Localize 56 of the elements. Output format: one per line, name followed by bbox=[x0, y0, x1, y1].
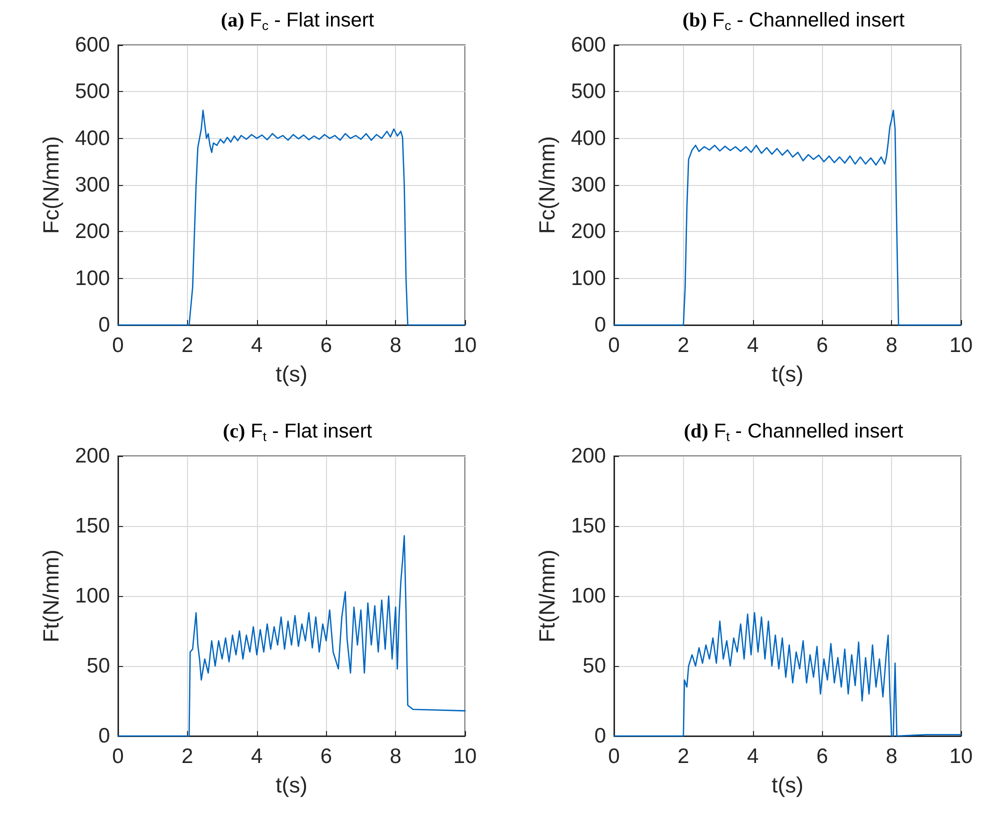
y-tick-label: 400 bbox=[74, 126, 110, 150]
x-tick-label: 8 bbox=[390, 334, 402, 357]
x-tick-label: 2 bbox=[678, 745, 690, 768]
y-tick-label: 0 bbox=[594, 724, 606, 748]
x-tick-label: 4 bbox=[250, 334, 263, 357]
x-tick-label: 4 bbox=[746, 745, 759, 768]
y-tick-label: 50 bbox=[582, 654, 606, 678]
x-tick-label: 0 bbox=[112, 334, 124, 357]
x-tick-label: 8 bbox=[886, 745, 898, 768]
x-axis-title: t(s) bbox=[276, 772, 308, 798]
y-tick-label: 200 bbox=[74, 444, 110, 468]
y-axis-title: Ft(N/mm) bbox=[38, 550, 64, 642]
x-tick-label: 10 bbox=[453, 745, 477, 768]
y-tick-label: 500 bbox=[74, 80, 110, 104]
x-tick-label: 8 bbox=[390, 745, 402, 768]
y-tick-label: 0 bbox=[594, 314, 606, 336]
y-axis-title: Ft(N/mm) bbox=[534, 550, 560, 642]
y-tick-label: 600 bbox=[74, 34, 110, 56]
x-tick-label: 0 bbox=[608, 334, 620, 357]
x-axis-title: t(s) bbox=[276, 362, 308, 386]
y-tick-label: 150 bbox=[570, 514, 606, 538]
x-tick-label: 8 bbox=[886, 334, 898, 357]
y-tick-label: 100 bbox=[74, 266, 110, 290]
y-axis-title: Fc(N/mm) bbox=[534, 136, 560, 234]
x-tick-label: 2 bbox=[678, 334, 690, 357]
y-tick-label: 300 bbox=[74, 174, 110, 196]
y-tick-label: 300 bbox=[570, 174, 606, 196]
x-axis-title: t(s) bbox=[772, 772, 804, 798]
y-tick-label: 200 bbox=[570, 444, 606, 468]
x-tick-label: 0 bbox=[608, 745, 620, 768]
y-tick-label: 100 bbox=[570, 266, 606, 290]
y-axis-title: Fc(N/mm) bbox=[38, 136, 64, 234]
y-tick-label: 150 bbox=[74, 514, 110, 538]
y-tick-label: 400 bbox=[570, 126, 606, 150]
y-tick-label: 100 bbox=[74, 584, 110, 608]
y-tick-label: 600 bbox=[570, 34, 606, 56]
x-tick-label: 4 bbox=[746, 334, 759, 357]
x-tick-label: 4 bbox=[250, 745, 263, 768]
y-tick-label: 0 bbox=[98, 314, 110, 336]
x-tick-label: 2 bbox=[182, 745, 194, 768]
y-tick-label: 200 bbox=[74, 220, 110, 244]
x-tick-label: 6 bbox=[320, 334, 332, 357]
x-tick-label: 10 bbox=[949, 745, 973, 768]
y-tick-label: 500 bbox=[570, 80, 606, 104]
x-tick-label: 2 bbox=[182, 334, 194, 357]
x-tick-label: 10 bbox=[453, 334, 477, 357]
y-tick-label: 0 bbox=[98, 724, 110, 748]
x-tick-label: 6 bbox=[320, 745, 332, 768]
x-tick-label: 6 bbox=[816, 334, 828, 357]
y-tick-label: 100 bbox=[570, 584, 606, 608]
y-tick-label: 200 bbox=[570, 220, 606, 244]
x-tick-label: 6 bbox=[816, 745, 828, 768]
y-tick-label: 50 bbox=[86, 654, 110, 678]
x-axis-title: t(s) bbox=[772, 362, 804, 386]
x-tick-label: 10 bbox=[949, 334, 973, 357]
x-tick-label: 0 bbox=[112, 745, 124, 768]
